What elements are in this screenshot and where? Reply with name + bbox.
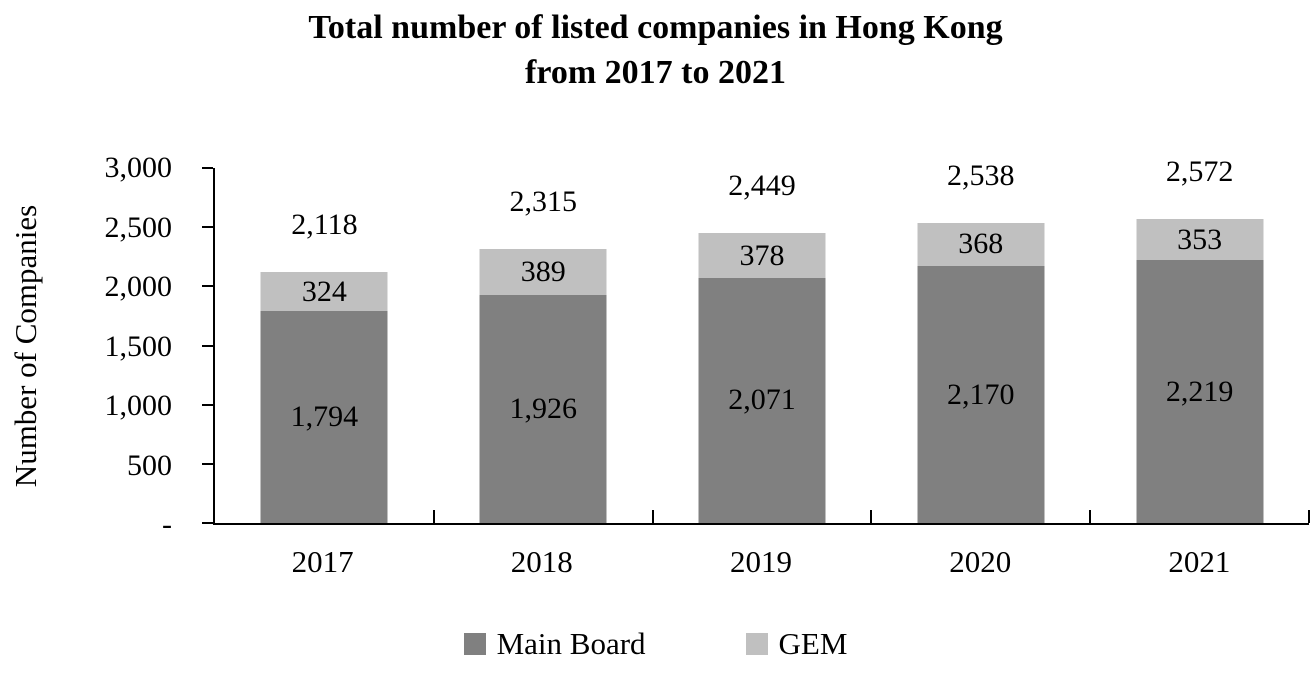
- bar-segment-main-board: [917, 266, 1045, 523]
- x-tick-mark: [1089, 510, 1092, 523]
- main-board-value-label: 1,926: [509, 392, 577, 426]
- plot-area: 1,794 324 2,118 1,926 389 2,315 2,071 378 2,449 2…: [202, 156, 1310, 525]
- gem-value-label: 324: [301, 274, 347, 308]
- y-tick-label: 500: [127, 448, 172, 482]
- bar-group-2019: 2,071 378 2,449: [698, 168, 826, 523]
- bar-segment-main-board: [260, 310, 388, 523]
- y-tick-label: 2,000: [104, 270, 173, 303]
- y-tick-label: 1,500: [104, 329, 173, 363]
- y-tick-label: 1,000: [104, 389, 173, 422]
- bar-group-2021: 2,219 353 2,572: [1136, 156, 1264, 523]
- total-value-label: 2,572: [1165, 154, 1234, 188]
- bar-group-2018: 1,926 389 2,315: [479, 168, 607, 523]
- gem-value-label: 368: [958, 227, 1004, 261]
- bar-segment-gem: [698, 233, 826, 278]
- y-tick-label: -: [162, 508, 172, 541]
- x-axis-label-2018: 2018: [510, 544, 573, 579]
- y-tick-mark: [202, 522, 213, 524]
- x-axis-label-2021: 2021: [1168, 544, 1231, 579]
- main-board-value-label: 2,071: [728, 383, 796, 417]
- y-tick-mark: [202, 344, 213, 347]
- legend-item-main-board: Main Board: [463, 626, 646, 661]
- chart-title-line2: from 2017 to 2021: [525, 53, 786, 91]
- bar-segment-main-board: [698, 277, 826, 523]
- total-value-label: 2,538: [947, 158, 1015, 192]
- y-tick-mark: [202, 285, 213, 288]
- bar-segment-main-board: [479, 295, 607, 523]
- gem-value-label: 353: [1177, 222, 1223, 256]
- y-tick-mark: [202, 226, 213, 229]
- x-axis-label-2019: 2019: [730, 544, 792, 579]
- x-tick-mark: [432, 510, 435, 523]
- gem-value-label: 389: [520, 255, 566, 289]
- legend-item-gem: GEM: [745, 626, 848, 661]
- bar-segment-gem: [1136, 218, 1264, 261]
- y-tick-label: 3,000: [104, 151, 173, 184]
- legend-label-main-board: Main Board: [496, 626, 646, 661]
- x-axis-labels: 2017 2018 2019 2020 2021: [213, 544, 1309, 579]
- x-axis-label-2020: 2020: [949, 544, 1012, 579]
- bar-segment-gem: [260, 272, 388, 311]
- x-tick-mark: [1308, 510, 1310, 523]
- y-tick-label: 2,500: [104, 210, 173, 244]
- y-tick-mark: [202, 167, 213, 169]
- total-value-label: 2,315: [509, 185, 577, 219]
- y-tick-mark: [202, 403, 213, 406]
- main-board-value-label: 2,170: [947, 377, 1015, 411]
- legend-label-gem: GEM: [778, 626, 848, 661]
- bar-segment-gem: [917, 222, 1045, 267]
- bar-group-2017: 1,794 324 2,118: [260, 168, 388, 523]
- bar-group-2020: 2,170 368 2,538: [917, 160, 1045, 523]
- chart-title-line1: Total number of listed companies in Hong…: [308, 9, 1003, 46]
- total-value-label: 2,118: [291, 208, 358, 242]
- legend-swatch-main-board: [463, 632, 486, 655]
- x-tick-mark: [870, 510, 873, 523]
- legend: Main Board GEM: [0, 628, 1311, 659]
- y-tick-labels: 3,000 2,500 2,000 1,500 1,000 500 -: [0, 153, 173, 540]
- gem-value-label: 378: [739, 238, 785, 272]
- chart-title: Total number of listed companies in Hong…: [0, 6, 1311, 96]
- legend-swatch-gem: [745, 632, 768, 655]
- bar-segment-gem: [479, 249, 607, 296]
- x-axis-label-2017: 2017: [291, 544, 354, 579]
- y-tick-mark: [202, 462, 213, 465]
- bar-segment-main-board: [1136, 260, 1264, 523]
- total-value-label: 2,449: [728, 169, 796, 203]
- main-board-value-label: 2,219: [1165, 374, 1234, 408]
- main-board-value-label: 1,794: [290, 399, 359, 433]
- x-tick-mark: [651, 510, 654, 523]
